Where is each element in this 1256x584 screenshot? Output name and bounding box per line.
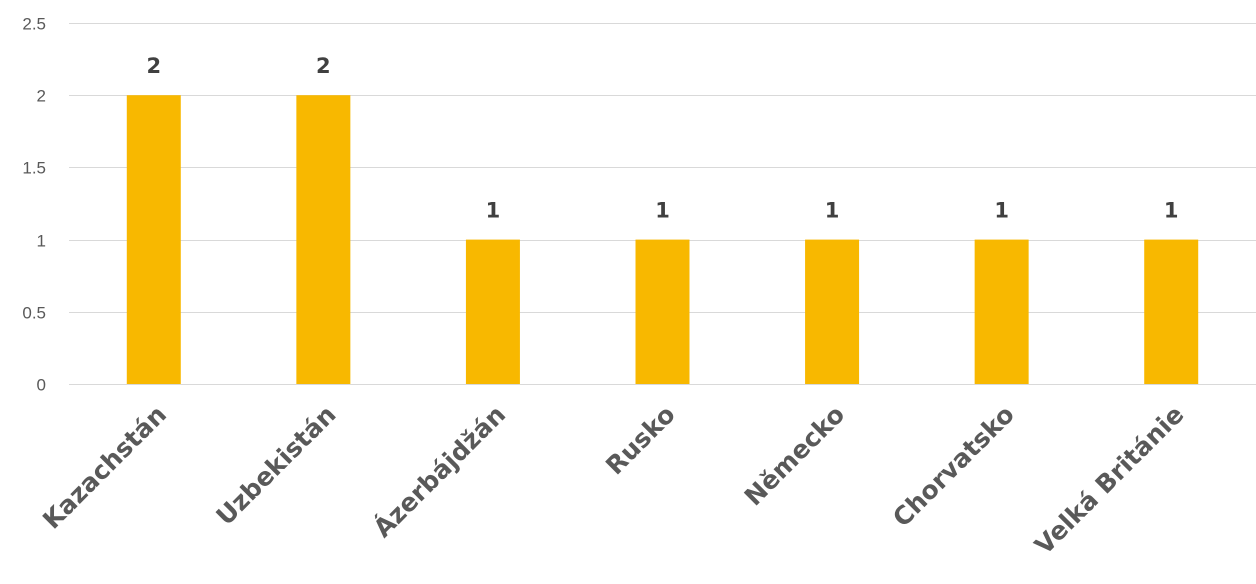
bar	[296, 95, 351, 384]
data-label: 1	[1164, 199, 1179, 223]
data-label: 2	[316, 54, 331, 78]
x-category-label: Velká Británie	[1029, 400, 1189, 560]
data-label: 1	[994, 199, 1009, 223]
x-category-label: Ázerbájdžán	[368, 400, 511, 543]
bar	[126, 95, 181, 384]
y-tick-label: 2.5	[22, 15, 46, 34]
y-tick-label: 1.5	[22, 159, 46, 178]
data-label: 2	[146, 54, 161, 78]
bar	[805, 239, 860, 384]
y-tick-label: 0	[37, 376, 46, 395]
bar	[974, 239, 1029, 384]
x-category-label: Německo	[739, 400, 851, 512]
y-tick-label: 0.5	[22, 304, 46, 323]
data-label: 1	[655, 199, 670, 223]
y-tick-label: 2	[37, 87, 46, 106]
y-tick-label: 1	[37, 232, 46, 251]
bar	[465, 239, 520, 384]
x-category-label: Rusko	[600, 400, 681, 481]
x-category-label: Kazachstán	[37, 400, 172, 535]
bar	[1144, 239, 1199, 384]
x-category-label: Uzbekistán	[210, 400, 341, 531]
bar	[635, 239, 690, 384]
data-labels: 2 2 1 1 1 1 1	[146, 54, 1178, 222]
bars	[126, 95, 1199, 384]
data-label: 1	[825, 199, 840, 223]
x-category-label: Chorvatsko	[887, 400, 1020, 533]
y-axis-ticks: 0 0.5 1 1.5 2 2.5	[22, 15, 46, 395]
x-axis-labels: Kazachstán Uzbekistán Ázerbájdžán Rusko Něme…	[37, 400, 1189, 560]
data-label: 1	[486, 199, 501, 223]
